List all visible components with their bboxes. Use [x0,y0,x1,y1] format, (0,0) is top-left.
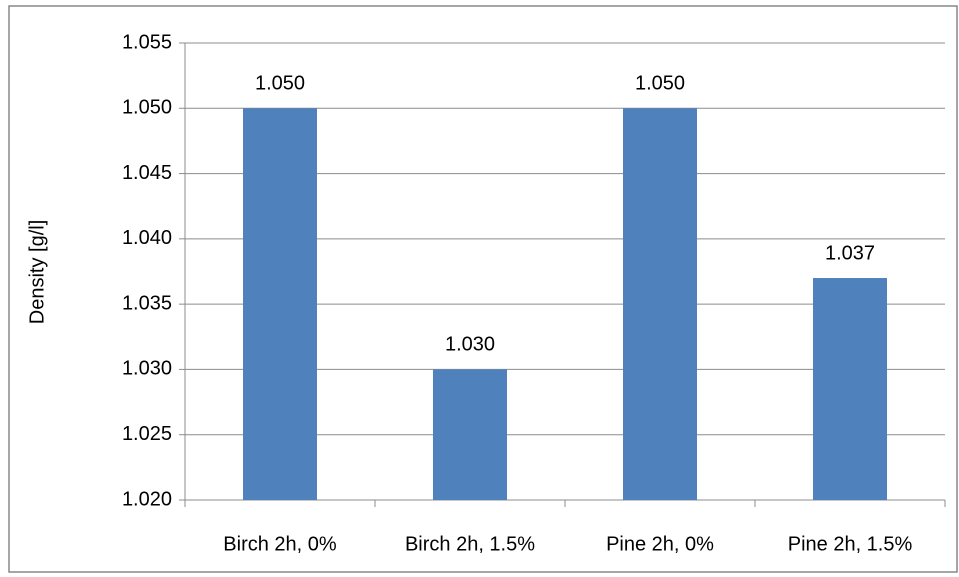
y-tick-label: 1.055 [122,31,172,53]
y-tick-label: 1.030 [122,358,172,380]
x-tick-label: Pine 2h, 0% [606,533,714,555]
y-tick-label: 1.025 [122,423,172,445]
x-tick-label: Birch 2h, 0% [223,533,337,555]
chart-frame [8,5,958,573]
y-tick-label: 1.045 [122,162,172,184]
data-label: 1.050 [255,73,305,95]
x-tick-label: Birch 2h, 1.5% [405,533,535,555]
x-tick-label: Pine 2h, 1.5% [788,533,913,555]
bar [813,278,887,500]
bar [433,369,507,500]
data-label: 1.030 [445,334,495,356]
data-label: 1.037 [825,242,875,264]
bar [243,108,317,501]
data-label: 1.050 [635,73,685,95]
y-axis-title: Density [g/l] [26,220,48,324]
y-tick-label: 1.040 [122,227,172,249]
bar [623,108,697,501]
y-tick-label: 1.020 [122,488,172,510]
y-tick-label: 1.050 [122,97,172,119]
y-tick-label: 1.035 [122,292,172,314]
